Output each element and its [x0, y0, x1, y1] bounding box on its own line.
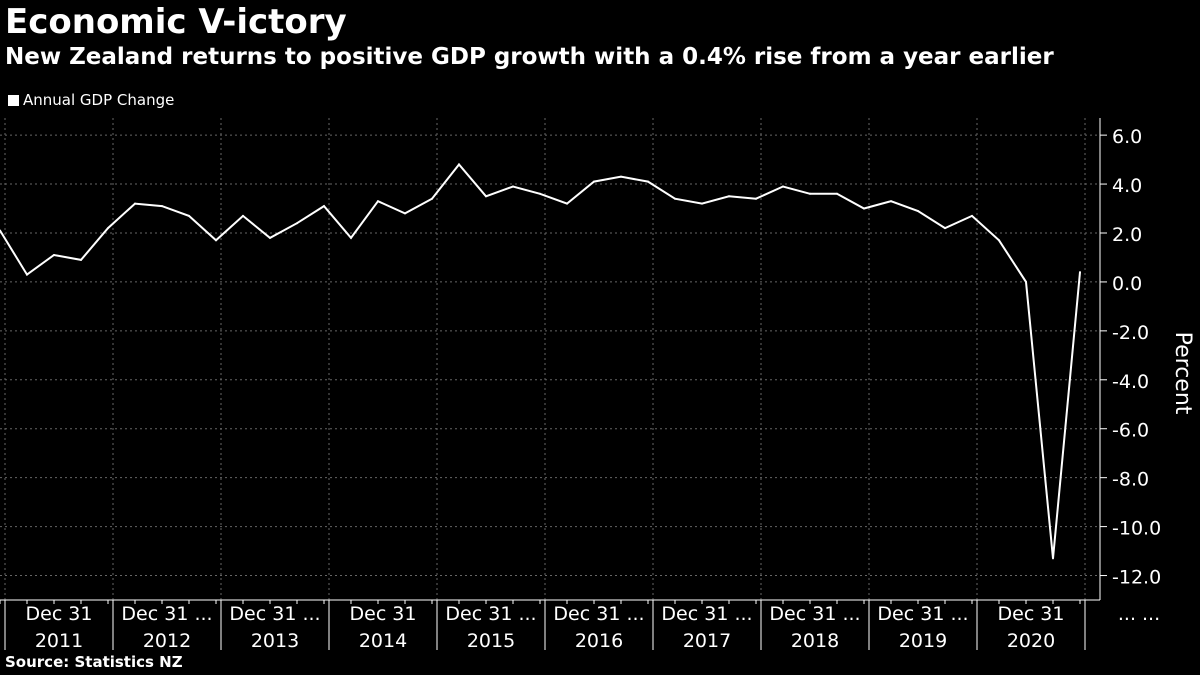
y-tick-label: 6.0	[1112, 126, 1142, 148]
x-year-label: 2015	[467, 630, 515, 652]
data-point	[890, 200, 892, 203]
data-point	[593, 180, 595, 183]
y-axis-labels: 6.0 4.0 2.0 0.0 -2.0 -4.0 -6.0 -8.0 -10.0 -12.0	[1112, 126, 1161, 588]
x-tick-label: Dec 31	[998, 603, 1065, 625]
data-point	[998, 239, 1000, 242]
data-point	[728, 195, 730, 198]
y-tick-label: 4.0	[1112, 175, 1142, 197]
data-point	[539, 192, 541, 195]
x-tick-label: Dec 31 ...	[769, 603, 860, 625]
x-axis-labels: Dec 31 Dec 31 ... Dec 31 ... Dec 31 Dec 31 .…	[26, 603, 1161, 652]
x-tick-label: Dec 31 ...	[661, 603, 752, 625]
x-year-label: 2012	[143, 630, 191, 652]
legend-label: Annual GDP Change	[23, 91, 175, 109]
data-point	[269, 236, 271, 239]
data-point	[809, 192, 811, 195]
series-layer	[0, 162, 1081, 560]
data-point	[323, 205, 325, 208]
data-point	[647, 180, 649, 183]
x-year-label: 2020	[1007, 630, 1055, 652]
x-year-label: 2014	[359, 630, 407, 652]
data-point	[485, 195, 487, 198]
y-axis-title: Percent	[1170, 332, 1195, 415]
data-point	[404, 212, 406, 215]
data-point	[1079, 271, 1081, 274]
data-point	[1052, 557, 1054, 560]
x-year-label: 2018	[791, 630, 839, 652]
data-point	[350, 236, 352, 239]
data-point	[377, 200, 379, 203]
series-line-annual-gdp-change	[0, 162, 1081, 559]
data-point	[917, 210, 919, 212]
data-point	[971, 214, 973, 217]
legend-swatch	[8, 94, 19, 106]
axes	[0, 118, 1107, 650]
data-point	[944, 227, 946, 230]
data-point	[26, 273, 28, 276]
x-tick-label: Dec 31	[350, 603, 417, 625]
x-year-label: 2011	[35, 630, 83, 652]
data-point	[53, 254, 55, 256]
data-point	[161, 205, 163, 208]
x-year-label: 2019	[899, 630, 947, 652]
source-note: Source: Statistics NZ	[5, 653, 183, 671]
x-year-label: 2017	[683, 630, 731, 652]
data-point	[1025, 280, 1027, 283]
legend: Annual GDP Change	[8, 91, 174, 109]
chart-title: Economic V-ictory	[5, 2, 347, 42]
data-point	[80, 258, 82, 261]
y-tick-label: -4.0	[1112, 371, 1149, 393]
y-tick-label: 0.0	[1112, 273, 1142, 295]
y-tick-label: -10.0	[1112, 518, 1161, 540]
y-tick-label: -2.0	[1112, 322, 1149, 344]
y-tick-label: -12.0	[1112, 567, 1161, 589]
data-point	[0, 229, 1, 232]
data-point	[107, 227, 109, 230]
y-tick-label: -8.0	[1112, 469, 1149, 491]
chart-subtitle: New Zealand returns to positive GDP grow…	[5, 44, 1054, 70]
data-point	[215, 239, 217, 242]
data-point	[701, 202, 703, 205]
data-point	[755, 197, 757, 200]
data-point	[566, 202, 568, 205]
data-point	[836, 192, 838, 195]
data-point	[863, 207, 865, 210]
data-point	[242, 214, 244, 217]
data-point	[458, 163, 460, 166]
x-tick-label: Dec 31 ...	[229, 603, 320, 625]
data-point	[431, 197, 433, 200]
x-year-label: 2016	[575, 630, 623, 652]
gridlines	[0, 118, 1100, 600]
x-tick-label: Dec 31 ...	[445, 603, 536, 625]
data-point	[782, 185, 784, 188]
data-point	[512, 185, 514, 188]
x-tick-label: Dec 31 ...	[877, 603, 968, 625]
data-point	[296, 222, 298, 225]
x-tick-label: Dec 31	[26, 603, 93, 625]
x-tick-label: ... ...	[1118, 603, 1160, 625]
x-year-label: 2013	[251, 630, 299, 652]
y-tick-label: -6.0	[1112, 420, 1149, 442]
x-tick-label: Dec 31 ...	[553, 603, 644, 625]
data-point	[188, 214, 190, 217]
data-point	[620, 175, 622, 178]
y-tick-label: 2.0	[1112, 224, 1142, 246]
data-point	[134, 202, 136, 205]
x-tick-label: Dec 31 ...	[121, 603, 212, 625]
data-point	[674, 197, 676, 200]
